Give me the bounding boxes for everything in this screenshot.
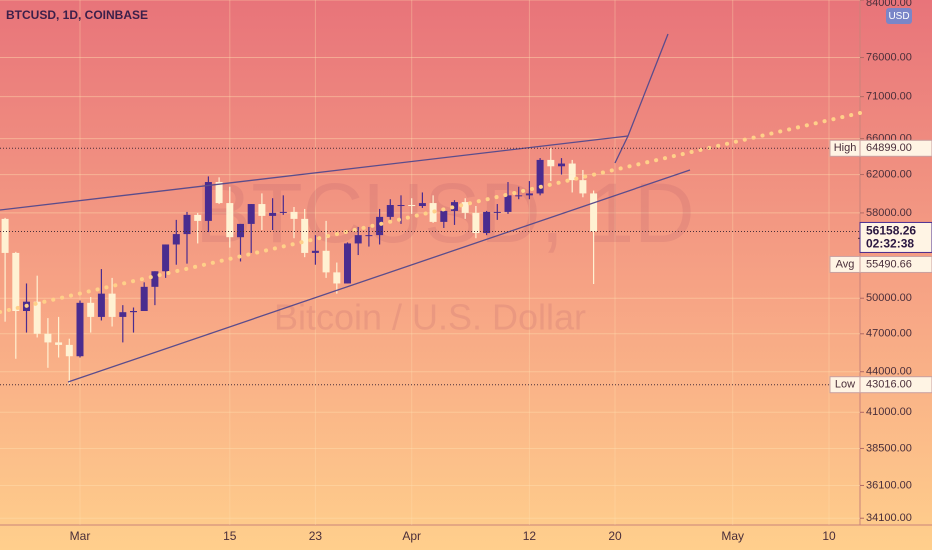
y-tick-label: 71000.00 (866, 91, 912, 103)
y-tick-label: 34100.00 (866, 512, 912, 524)
candle-body (515, 195, 523, 197)
candle-body (215, 182, 223, 204)
candle-body (151, 271, 159, 287)
candle-body (311, 250, 319, 253)
chart-title: BTCUSD, 1D, COINBASE (6, 8, 148, 22)
candle-body (504, 195, 512, 212)
candle-body (247, 204, 255, 224)
y-tick-label: 47000.00 (866, 328, 912, 340)
countdown: 02:32:38 (866, 237, 914, 251)
candle-body (386, 205, 394, 217)
candle-body (279, 211, 287, 213)
x-tick-label: 23 (309, 529, 323, 543)
candle-body (76, 302, 84, 357)
candle-body (108, 293, 116, 317)
x-tick-label: 20 (608, 529, 622, 543)
candle-body (183, 214, 191, 235)
last-price: 56158.26 (866, 224, 916, 238)
x-tick-label: 12 (523, 529, 537, 543)
marker-value-box (859, 376, 932, 394)
candle-body (33, 301, 41, 334)
candle-body (87, 302, 95, 317)
candle-body (301, 218, 309, 253)
y-tick-label: 41000.00 (866, 406, 912, 418)
candle-body (290, 211, 298, 219)
candle-body (461, 202, 469, 213)
candle-body (590, 193, 598, 232)
candle-body (418, 203, 426, 207)
currency[interactable]: USD (888, 11, 909, 22)
candle-body (65, 344, 73, 357)
y-tick-label: 76000.00 (866, 51, 912, 63)
candle-body (172, 234, 180, 245)
candle-body (547, 159, 555, 167)
candle-body (376, 216, 384, 236)
candle-body (408, 205, 416, 207)
lower-trend-line (67, 169, 691, 383)
marker-value: 64899.00 (866, 142, 912, 154)
candle-body (322, 250, 330, 273)
candle-body (333, 272, 341, 284)
y-tick-label: 38500.00 (866, 442, 912, 454)
marker-name: Avg (836, 258, 855, 270)
candle-body (558, 163, 565, 167)
candle-body (204, 182, 212, 221)
currency-badge[interactable] (886, 8, 912, 24)
candle-body (55, 342, 63, 345)
candle-body (226, 203, 234, 238)
candle-body (97, 293, 105, 317)
candle-body (140, 286, 148, 312)
x-tick-label: Mar (70, 529, 91, 543)
upper-trend-line (0, 135, 629, 211)
candle-body (1, 218, 9, 253)
candle-body (483, 211, 491, 234)
y-tick-label: 36100.00 (866, 479, 912, 491)
candle-body (162, 244, 170, 272)
x-tick-label: 10 (822, 529, 836, 543)
candle-body (472, 212, 480, 234)
watermark-subtitle: Bitcoin / U.S. Dollar (274, 297, 586, 338)
last-price-badge (859, 221, 932, 253)
candle-body (493, 211, 501, 213)
marker-value: 43016.00 (866, 379, 912, 391)
candle-body (536, 159, 544, 194)
y-tick-label: 84000.00 (866, 0, 912, 9)
marker-value: 55490.66 (866, 258, 912, 270)
grid (0, 0, 860, 525)
candle-body (194, 214, 202, 221)
candle-body (440, 210, 448, 222)
y-tick-label: 58000.00 (866, 207, 912, 219)
candle-body (397, 205, 405, 207)
candle-body (258, 204, 266, 216)
candle-body (130, 311, 137, 313)
y-tick-label: 44000.00 (866, 366, 912, 378)
candle-body (451, 202, 458, 211)
y-tick-label: 62000.00 (866, 168, 912, 180)
dotted-trend-line (0, 111, 862, 314)
x-tick-label: 15 (223, 529, 237, 543)
candle-body (579, 180, 587, 194)
candle-body (237, 223, 244, 238)
x-tick-label: May (721, 529, 744, 543)
marker-name: Low (835, 379, 855, 391)
x-tick-label: Apr (402, 529, 421, 543)
projection-line (614, 33, 669, 164)
marker-value-box (859, 255, 932, 273)
candle-body (568, 163, 576, 181)
candle-body (354, 235, 362, 244)
candle-body (365, 235, 373, 237)
candle-body (119, 312, 127, 317)
y-tick-label: 50000.00 (866, 292, 912, 304)
candle-body (44, 333, 52, 343)
candle-body (12, 252, 20, 312)
marker-value-box (859, 139, 932, 157)
candle-body (269, 212, 277, 216)
candle-body (525, 193, 533, 196)
candle-body (344, 243, 351, 284)
marker-name: High (834, 142, 857, 154)
